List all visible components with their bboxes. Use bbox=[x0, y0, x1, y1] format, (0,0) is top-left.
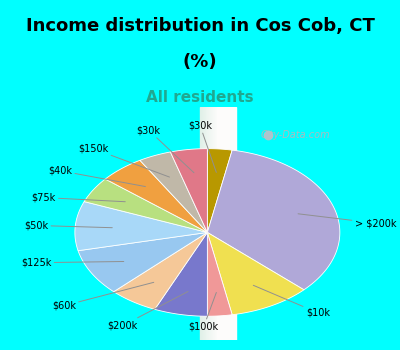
Bar bbox=[200, 107, 218, 340]
Bar bbox=[213, 107, 231, 340]
Text: $40k: $40k bbox=[48, 166, 146, 187]
Polygon shape bbox=[140, 152, 207, 232]
Text: $30k: $30k bbox=[136, 125, 194, 173]
Bar bbox=[216, 107, 234, 340]
Bar bbox=[206, 107, 225, 340]
Bar bbox=[216, 107, 235, 340]
Bar bbox=[215, 107, 233, 340]
Bar bbox=[212, 107, 230, 340]
Text: $30k: $30k bbox=[188, 120, 216, 172]
Text: $150k: $150k bbox=[78, 144, 170, 177]
Bar bbox=[211, 107, 230, 340]
Text: $75k: $75k bbox=[32, 193, 125, 203]
Polygon shape bbox=[207, 150, 340, 290]
Bar bbox=[204, 107, 222, 340]
Bar bbox=[208, 107, 227, 340]
Bar bbox=[218, 107, 236, 340]
Polygon shape bbox=[105, 160, 207, 232]
Bar bbox=[207, 107, 226, 340]
Bar bbox=[203, 107, 221, 340]
Text: $60k: $60k bbox=[52, 282, 154, 311]
Bar bbox=[201, 107, 219, 340]
Text: $125k: $125k bbox=[21, 258, 124, 268]
Text: Income distribution in Cos Cob, CT: Income distribution in Cos Cob, CT bbox=[26, 18, 374, 35]
Polygon shape bbox=[207, 232, 232, 316]
Bar bbox=[210, 107, 228, 340]
Bar bbox=[214, 107, 232, 340]
Polygon shape bbox=[114, 232, 207, 309]
Text: $50k: $50k bbox=[24, 220, 112, 230]
Text: (%): (%) bbox=[183, 53, 217, 71]
Text: $200k: $200k bbox=[108, 292, 188, 330]
Text: All residents: All residents bbox=[146, 90, 254, 105]
Text: > $200k: > $200k bbox=[298, 214, 396, 228]
Text: $100k: $100k bbox=[189, 293, 219, 332]
Polygon shape bbox=[207, 149, 232, 232]
Text: $10k: $10k bbox=[253, 285, 330, 318]
Bar bbox=[202, 107, 220, 340]
Bar bbox=[205, 107, 223, 340]
Polygon shape bbox=[84, 179, 207, 232]
Polygon shape bbox=[75, 202, 207, 251]
Bar bbox=[209, 107, 228, 340]
Text: City-Data.com: City-Data.com bbox=[261, 130, 330, 140]
Bar bbox=[206, 107, 224, 340]
Polygon shape bbox=[155, 232, 207, 316]
Polygon shape bbox=[170, 149, 207, 232]
Polygon shape bbox=[78, 232, 207, 292]
Polygon shape bbox=[207, 232, 304, 315]
